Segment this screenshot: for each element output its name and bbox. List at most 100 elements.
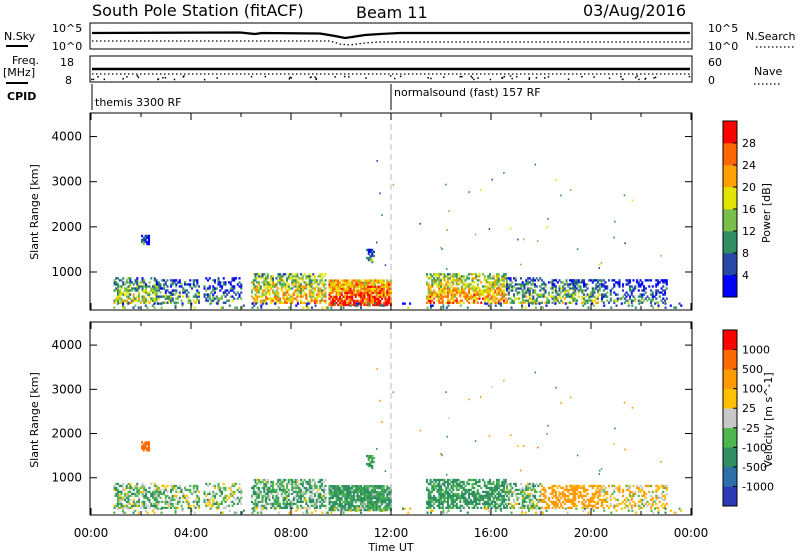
power-cell [569, 283, 571, 285]
power-cell [513, 293, 515, 295]
power-cell [225, 302, 227, 304]
velocity-cell [587, 505, 589, 507]
velocity-cell [466, 505, 468, 507]
power-cell [274, 297, 276, 299]
velocity-cell [601, 503, 603, 505]
velocity-cell [230, 493, 232, 495]
power-cell [325, 279, 327, 281]
power-cell [362, 296, 364, 298]
velocity-cell [365, 505, 367, 507]
power-cell [494, 295, 496, 297]
power-cell [277, 273, 279, 275]
velocity-cell [148, 441, 150, 443]
power-cell [477, 283, 479, 285]
velocity-cell [477, 493, 479, 495]
velocity-cell [557, 505, 559, 507]
velocity-cell [358, 487, 360, 489]
velocity-cell [145, 510, 147, 512]
velocity-cell [236, 512, 238, 514]
power-cell [517, 291, 519, 293]
velocity-cell [262, 497, 264, 499]
velocity-cell [433, 495, 435, 497]
velocity-cell [165, 503, 167, 505]
velocity-cell [138, 499, 140, 501]
velocity-cell [634, 491, 636, 493]
velocity-cell [355, 485, 357, 487]
power-cell [223, 277, 225, 279]
power-cell [555, 287, 557, 289]
power-cell [664, 281, 666, 283]
power-cell [617, 283, 619, 285]
velocity-cell [305, 487, 307, 489]
power-cell [482, 293, 484, 295]
velocity-cell [475, 481, 477, 483]
velocity-cell [473, 493, 475, 495]
velocity-cell [447, 479, 449, 481]
velocity-cell [578, 485, 580, 487]
power-cell [555, 295, 557, 297]
velocity-cell [358, 505, 360, 507]
velocity-cell [143, 497, 145, 499]
power-cell [323, 289, 325, 291]
power-cell [665, 302, 667, 304]
power-cell [525, 281, 527, 283]
power-cell [498, 281, 500, 283]
power-cell [541, 283, 543, 285]
power-cell [308, 302, 310, 304]
velocity-cell [258, 487, 260, 489]
power-cell [288, 297, 290, 299]
power-cell [351, 294, 353, 296]
velocity-cell [143, 445, 145, 447]
velocity-cell [451, 495, 453, 497]
velocity-cell [532, 489, 534, 491]
velocity-cell [145, 447, 147, 449]
velocity-cell [193, 501, 195, 503]
power-cell [524, 291, 526, 293]
power-cell [578, 279, 580, 281]
velocity-cell [388, 493, 390, 495]
power-cell [629, 285, 631, 287]
velocity-cell [438, 497, 440, 499]
power-cell [675, 307, 677, 309]
power-cell [374, 279, 376, 281]
power-cell [225, 283, 227, 285]
power-cell [645, 279, 647, 281]
velocity-cell [225, 495, 227, 497]
velocity-cell [571, 489, 573, 491]
velocity-cell [631, 507, 633, 509]
velocity-cell [167, 491, 169, 493]
power-cell [576, 300, 578, 302]
velocity-cell [458, 495, 460, 497]
power-cell [372, 296, 374, 298]
power-cell [562, 295, 564, 297]
velocity-cell [174, 495, 176, 497]
power-cell [493, 277, 495, 279]
power-cell [161, 279, 163, 281]
velocity-cell [165, 495, 167, 497]
velocity-cell [659, 497, 661, 499]
nave-dot [501, 77, 503, 79]
velocity-cell [274, 499, 276, 501]
power-cell [438, 297, 440, 299]
power-cell [386, 281, 388, 283]
power-cell [501, 297, 503, 299]
power-cell [643, 289, 645, 291]
power-cell [265, 275, 267, 277]
velocity-cell [426, 479, 428, 481]
velocity-cell [308, 512, 310, 514]
power-cell [601, 297, 603, 299]
power-cell [585, 300, 587, 302]
power-cell [531, 297, 533, 299]
power-cell [566, 279, 568, 281]
velocity-cell [524, 489, 526, 491]
velocity-cell [480, 497, 482, 499]
velocity-cell [610, 505, 612, 507]
power-cell [479, 273, 481, 275]
velocity-cell [521, 512, 523, 514]
power-cell [196, 289, 198, 291]
power-cell [447, 281, 449, 283]
velocity-cell [571, 493, 573, 495]
power-cell [367, 290, 369, 292]
power-cell [383, 292, 385, 294]
power-cell [295, 281, 297, 283]
